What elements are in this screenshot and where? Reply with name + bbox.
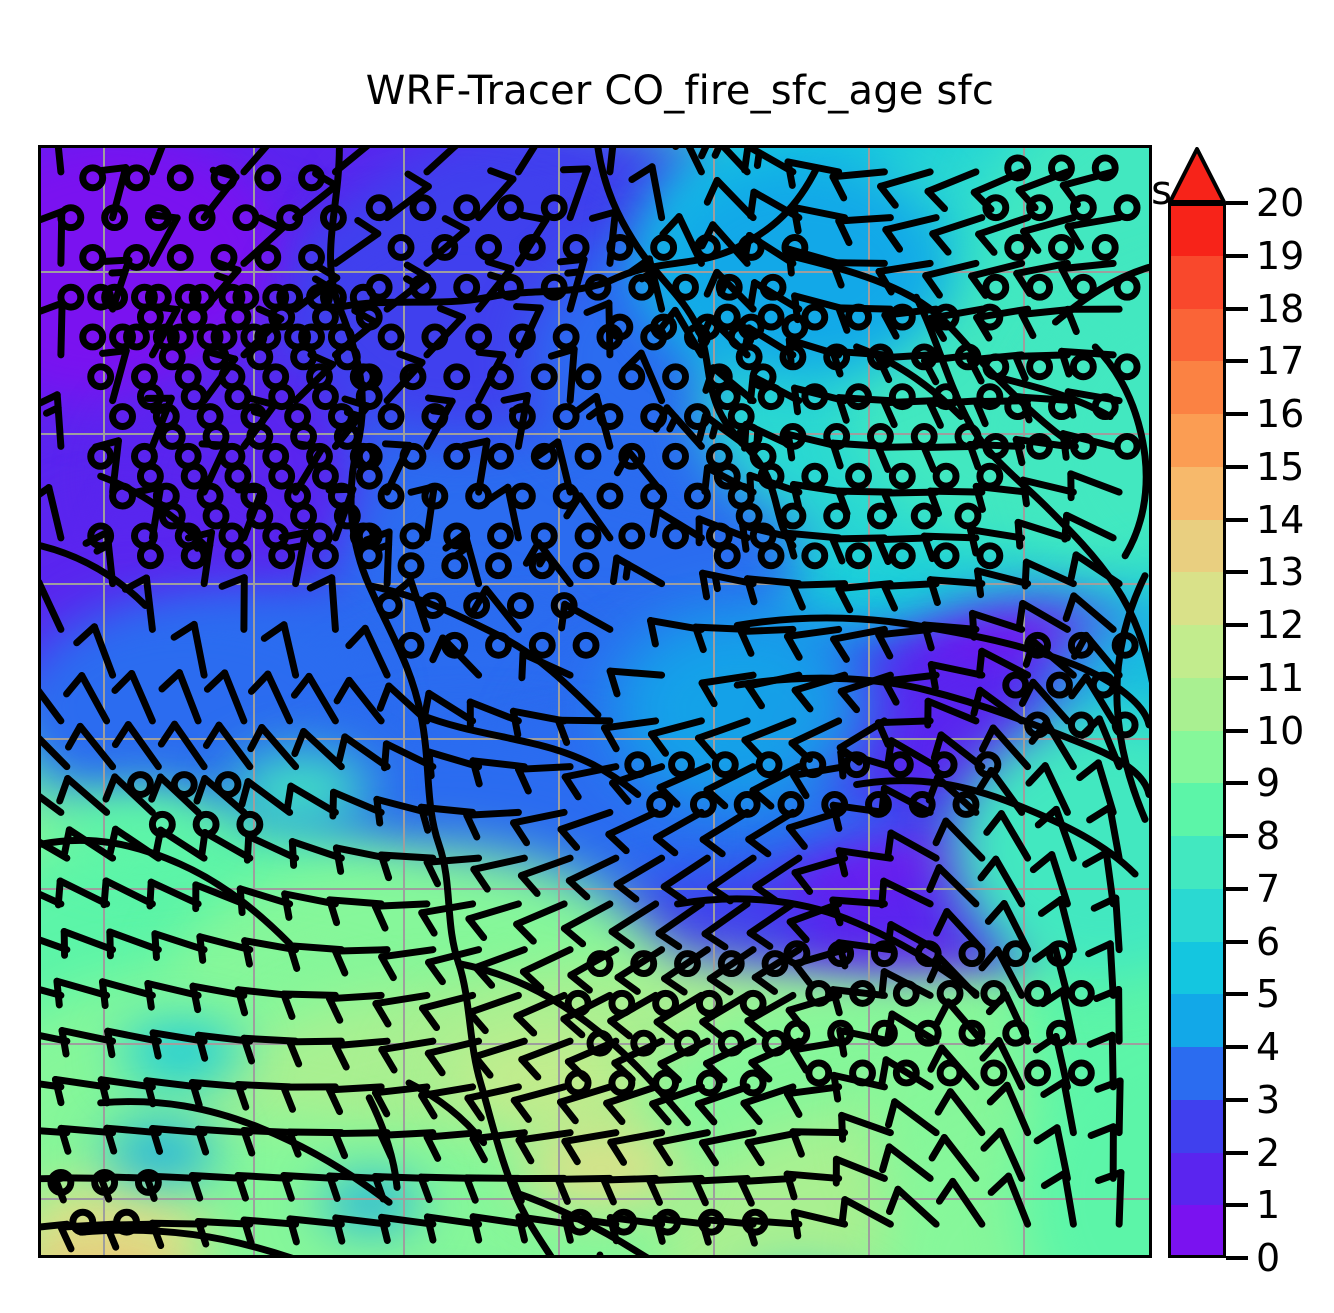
colorbar-tick xyxy=(1226,939,1248,944)
gridline-horizontal xyxy=(41,888,1149,890)
colorbar-ticks: 0 1 2 3 4 5 6 7 8 9 10 11 12 13 14 15 16 17 18 19 20 xyxy=(1226,0,1334,1313)
colorbar-tick xyxy=(1226,1045,1248,1049)
colorbar-band xyxy=(1168,993,1226,1047)
colorbar-band xyxy=(1168,413,1226,467)
colorbar-tick xyxy=(1226,570,1248,575)
wind-barbs xyxy=(41,148,1125,1253)
gridline-vertical xyxy=(103,148,105,1255)
colorbar-band xyxy=(1168,1151,1226,1206)
gridline-horizontal xyxy=(41,433,1149,435)
colorbar-band xyxy=(1168,307,1226,362)
colorbar-band xyxy=(1168,888,1226,942)
colorbar-band xyxy=(1168,1046,1226,1100)
gridline-horizontal xyxy=(41,1198,1149,1200)
colorbar-band xyxy=(1168,940,1226,995)
title-line-1: WRF-Tracer CO_fire_sfc_age sfc xyxy=(365,68,995,114)
colorbar-tick xyxy=(1226,1097,1248,1102)
colorbar-tick xyxy=(1226,412,1248,416)
colorbar-tick xyxy=(1226,1256,1248,1260)
colorbar-tick-label: 1 xyxy=(1256,1183,1281,1228)
colorbar-tick-label: 11 xyxy=(1256,655,1305,700)
colorbar-tick xyxy=(1226,1203,1248,1208)
colorbar-tick xyxy=(1226,781,1248,786)
stipple-hatch xyxy=(47,154,1141,1236)
colorbar-band xyxy=(1168,677,1226,731)
colorbar-band xyxy=(1168,518,1226,573)
colorbar-tick-label: 20 xyxy=(1256,181,1305,225)
colorbar-band xyxy=(1168,571,1226,625)
colorbar-tick xyxy=(1226,306,1248,311)
colorbar-tick xyxy=(1226,464,1248,469)
map-panel[interactable] xyxy=(38,145,1152,1258)
colorbar-tick-label: 0 xyxy=(1256,1236,1281,1280)
colorbar-tick xyxy=(1226,675,1248,680)
colorbar-band xyxy=(1168,255,1226,309)
colorbar[interactable] xyxy=(1168,202,1226,1258)
colorbar-tick-label: 12 xyxy=(1256,603,1305,647)
colorbar-tick-label: 5 xyxy=(1256,972,1281,1017)
colorbar-tick-label: 19 xyxy=(1256,233,1305,278)
colorbar-tick xyxy=(1226,201,1248,205)
colorbar-tick-label: 9 xyxy=(1256,761,1281,806)
colorbar-extend-arrow-icon xyxy=(1168,147,1226,204)
colorbar-tick-label: 14 xyxy=(1256,497,1305,542)
colorbar-tick xyxy=(1226,886,1248,891)
colorbar-band xyxy=(1168,1204,1226,1258)
colorbar-tick-label: 18 xyxy=(1256,286,1305,331)
colorbar-tick xyxy=(1226,992,1248,997)
gridline-horizontal xyxy=(41,271,1149,273)
colorbar-tick xyxy=(1226,359,1248,364)
colorbar-tick-label: 4 xyxy=(1256,1025,1281,1069)
colorbar-tick-label: 13 xyxy=(1256,550,1305,595)
colorbar-band xyxy=(1168,360,1226,414)
gridline-vertical xyxy=(558,148,560,1255)
colorbar-band xyxy=(1168,202,1226,256)
colorbar-tick-label: 10 xyxy=(1256,708,1305,753)
colorbar-band xyxy=(1168,835,1226,889)
colorbar-tick-label: 6 xyxy=(1256,919,1281,964)
colorbar-tick xyxy=(1226,517,1248,522)
colorbar-tick-label: 17 xyxy=(1256,339,1305,384)
colorbar-tick xyxy=(1226,1150,1248,1155)
gridline-horizontal xyxy=(41,583,1149,585)
colorbar-tick-label: 8 xyxy=(1256,814,1281,858)
colorbar-tick-label: 16 xyxy=(1256,392,1305,436)
colorbar-band xyxy=(1168,624,1226,678)
gridline-vertical xyxy=(868,148,870,1255)
colorbar-tick xyxy=(1226,728,1248,733)
gridline-vertical xyxy=(253,148,255,1255)
colorbar-tick xyxy=(1226,623,1248,627)
gridline-horizontal xyxy=(41,1043,1149,1045)
colorbar-tick-label: 2 xyxy=(1256,1130,1281,1175)
gridline-horizontal xyxy=(41,738,1149,740)
colorbar-tick xyxy=(1226,834,1248,838)
colorbar-band xyxy=(1168,1099,1226,1153)
colorbar-tick-label: 15 xyxy=(1256,444,1305,489)
colorbar-tick-label: 7 xyxy=(1256,866,1281,911)
colorbar-tick-label: 3 xyxy=(1256,1077,1281,1122)
colorbar-band xyxy=(1168,729,1226,784)
colorbar-band xyxy=(1168,466,1226,520)
colorbar-band xyxy=(1168,782,1226,836)
colorbar-tick xyxy=(1226,253,1248,258)
